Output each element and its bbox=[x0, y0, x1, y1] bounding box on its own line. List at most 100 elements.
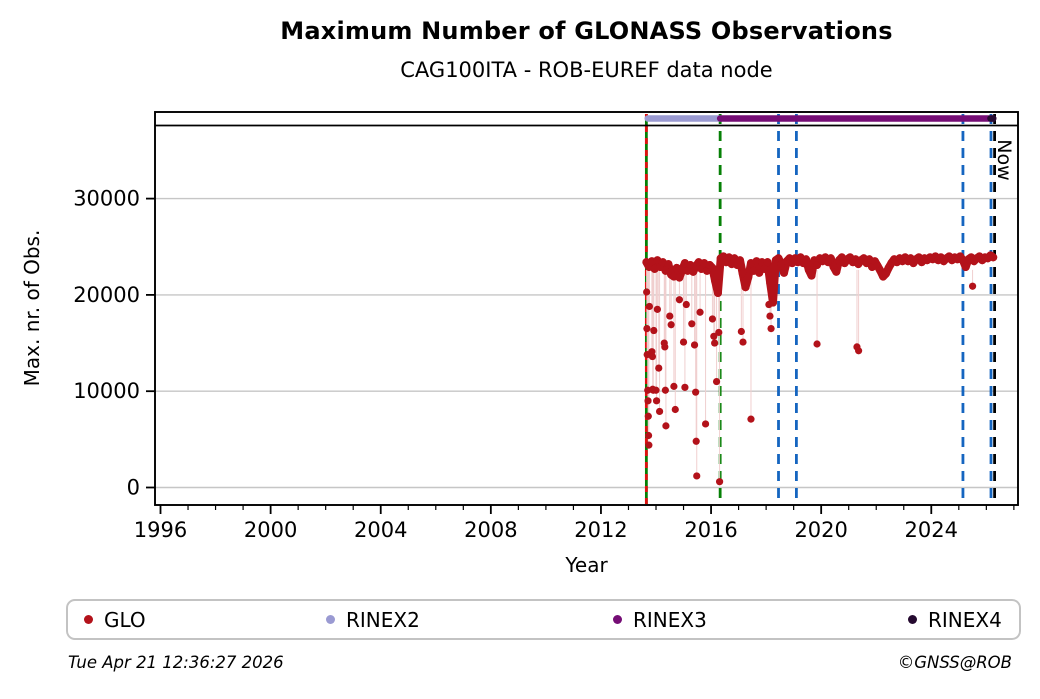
data-point bbox=[643, 325, 651, 333]
data-point bbox=[648, 352, 657, 361]
data-point bbox=[661, 386, 669, 394]
data-point bbox=[710, 332, 718, 340]
x-tick-label: 1996 bbox=[134, 518, 187, 542]
data-point bbox=[693, 472, 701, 480]
data-point bbox=[670, 382, 678, 390]
data-point bbox=[711, 339, 719, 347]
x-tick-label: 2004 bbox=[354, 518, 407, 542]
data-point bbox=[679, 338, 688, 346]
data-point bbox=[760, 264, 769, 273]
data-point bbox=[747, 415, 755, 423]
data-point bbox=[655, 407, 664, 416]
data-point bbox=[692, 388, 700, 396]
data-point bbox=[682, 300, 690, 309]
data-point bbox=[715, 478, 724, 486]
data-point bbox=[741, 283, 750, 292]
data-point bbox=[713, 288, 722, 297]
data-point bbox=[711, 277, 720, 286]
data-point bbox=[696, 308, 704, 316]
data-point bbox=[671, 405, 679, 414]
y-tick-label: 10000 bbox=[73, 379, 140, 403]
data-point bbox=[855, 347, 863, 355]
data-point bbox=[802, 255, 811, 264]
now-label: Now bbox=[993, 139, 1015, 181]
data-point bbox=[832, 267, 841, 276]
chart-title: Maximum Number of GLONASS Observations bbox=[280, 17, 893, 45]
data-point bbox=[667, 321, 675, 329]
data-point bbox=[989, 253, 998, 262]
data-point bbox=[675, 296, 684, 304]
data-point bbox=[765, 300, 773, 309]
x-tick-label: 2012 bbox=[574, 518, 627, 542]
x-tick-label: 2016 bbox=[684, 518, 737, 542]
data-point bbox=[690, 341, 699, 349]
y-tick-label: 0 bbox=[127, 476, 140, 500]
data-point bbox=[708, 263, 717, 272]
data-point bbox=[692, 437, 700, 445]
data-point bbox=[813, 340, 821, 348]
data-point bbox=[650, 326, 658, 335]
data-point bbox=[715, 328, 723, 337]
y-axis-label: Max. nr. of Obs. bbox=[20, 229, 44, 387]
data-point bbox=[712, 377, 721, 386]
data-point bbox=[739, 338, 747, 346]
legend: GLO RINEX2 RINEX3 RINEX4 bbox=[66, 599, 1021, 640]
data-point bbox=[662, 422, 670, 430]
data-point bbox=[766, 312, 774, 320]
data-point bbox=[652, 397, 661, 405]
legend-item-glo: GLO bbox=[84, 601, 146, 638]
credit: ©GNSS@ROB bbox=[897, 653, 1012, 672]
data-point bbox=[763, 258, 772, 267]
chart-subtitle: CAG100ITA - ROB-EUREF data node bbox=[400, 58, 773, 82]
x-axis-label: Year bbox=[565, 553, 608, 577]
data-point bbox=[708, 315, 717, 323]
data-point bbox=[653, 305, 661, 313]
data-point bbox=[961, 262, 970, 271]
legend-label: RINEX3 bbox=[633, 607, 707, 632]
rinex4-marker-icon bbox=[908, 615, 917, 624]
data-point bbox=[735, 256, 744, 265]
data-point bbox=[757, 258, 766, 267]
data-point bbox=[652, 386, 660, 394]
x-tick-label: 2008 bbox=[464, 518, 517, 542]
data-point bbox=[744, 273, 753, 282]
data-point bbox=[807, 271, 816, 280]
x-tick-label: 2020 bbox=[794, 518, 847, 542]
data-point bbox=[664, 260, 673, 269]
data-point bbox=[688, 320, 696, 328]
data-point bbox=[643, 288, 651, 296]
data-point bbox=[968, 282, 977, 290]
data-point bbox=[681, 383, 689, 391]
x-tick-label: 2000 bbox=[244, 518, 297, 542]
data-point bbox=[701, 420, 710, 428]
legend-item-rinex2: RINEX2 bbox=[326, 601, 420, 638]
legend-label: RINEX4 bbox=[928, 607, 1002, 632]
data-point bbox=[766, 279, 775, 288]
y-tick-label: 30000 bbox=[73, 187, 140, 211]
rinex3-marker-icon bbox=[613, 615, 622, 624]
data-point bbox=[655, 364, 663, 372]
data-point bbox=[666, 312, 674, 320]
legend-item-rinex3: RINEX3 bbox=[613, 601, 707, 638]
y-tick-label: 20000 bbox=[73, 283, 140, 307]
legend-label: RINEX2 bbox=[346, 607, 420, 632]
glo-marker-icon bbox=[84, 615, 93, 624]
data-point bbox=[826, 254, 835, 263]
data-point bbox=[767, 325, 775, 333]
data-point bbox=[644, 397, 652, 405]
plot-frame bbox=[154, 111, 1019, 506]
data-point bbox=[644, 412, 652, 420]
data-point bbox=[645, 302, 654, 311]
data-point bbox=[661, 343, 669, 351]
legend-label: GLO bbox=[104, 607, 146, 632]
x-tick-label: 2024 bbox=[905, 518, 958, 542]
timestamp: Tue Apr 21 12:36:27 2026 bbox=[68, 653, 284, 672]
data-point bbox=[675, 273, 684, 282]
data-point bbox=[645, 441, 653, 449]
data-point bbox=[780, 268, 789, 277]
data-point bbox=[644, 431, 653, 440]
data-point bbox=[737, 327, 745, 336]
legend-item-rinex4: RINEX4 bbox=[908, 601, 1002, 638]
